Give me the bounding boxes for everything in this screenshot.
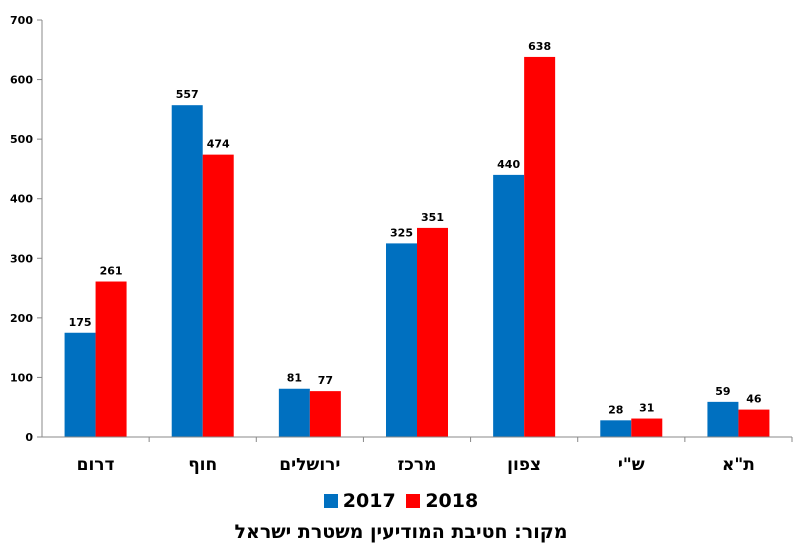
y-tick-label: 600: [10, 74, 33, 87]
y-tick-label: 400: [10, 193, 33, 206]
legend-item-2017: 2017: [323, 490, 396, 512]
y-tick-label: 200: [10, 312, 33, 325]
x-tick-label: מרכז: [398, 455, 437, 475]
x-axis: דרום חוף ירושלים מרכז צפון ש"י ת"א: [77, 437, 793, 475]
y-axis: 0 100 200 300 400 500 600 700: [10, 14, 42, 444]
bar-2017-1: [171, 105, 203, 438]
data-label-2017: 81: [287, 372, 302, 385]
y-tick-label: 100: [10, 371, 33, 384]
bar-chart: 0 100 200 300 400 500 600 700 175 261 557 474 81 77 3…: [10, 14, 793, 475]
x-tick-label: דרום: [77, 455, 115, 475]
x-tick-label: ירושלים: [279, 455, 340, 475]
data-label-2017: 557: [176, 88, 199, 101]
bar-2018-5: [631, 418, 663, 437]
bar-2017-0: [64, 332, 96, 437]
legend: 2017 2018: [0, 490, 802, 513]
data-label-2018: 77: [318, 374, 333, 387]
data-label-2017: 440: [497, 158, 520, 171]
data-label-2017: 325: [390, 226, 413, 239]
bar-2017-5: [600, 420, 632, 437]
data-label-2018: 31: [639, 402, 654, 415]
data-labels: 175 261 557 474 81 77 325 351 440 638 28 31 59 46: [69, 40, 762, 416]
legend-swatch-2017: [323, 494, 338, 508]
legend-swatch-2018: [406, 494, 421, 508]
bar-2018-3: [417, 227, 448, 437]
legend-label-2018: 2018: [425, 490, 479, 512]
bar-2018-6: [738, 409, 770, 437]
data-label-2017: 59: [715, 385, 730, 398]
y-tick-label: 700: [10, 14, 33, 27]
bar-2018-1: [202, 154, 234, 438]
bar-2017-4: [493, 174, 525, 437]
bar-2018-0: [95, 281, 127, 437]
legend-label-2017: 2017: [342, 490, 396, 512]
bar-2018-4: [524, 56, 556, 437]
x-tick-label: ש"י: [618, 455, 645, 475]
y-tick-label: 300: [10, 252, 33, 265]
chart-source-note: מקור: חטיבת המודיעין משטרת ישראל: [234, 521, 568, 543]
bar-2018-2: [309, 391, 341, 437]
data-label-2018: 351: [421, 211, 444, 224]
y-tick-label: 500: [10, 133, 33, 146]
data-label-2017: 175: [69, 316, 92, 329]
bars: [64, 56, 770, 438]
legend-item-2018: 2018: [406, 490, 478, 512]
data-label-2017: 28: [608, 403, 623, 416]
data-label-2018: 638: [528, 40, 551, 53]
data-label-2018: 46: [746, 393, 762, 406]
data-label-2018: 474: [207, 138, 230, 151]
y-tick-label: 0: [25, 431, 33, 444]
bar-2017-2: [278, 388, 310, 437]
data-label-2018: 261: [100, 265, 123, 278]
bar-2017-3: [386, 243, 417, 437]
x-tick-label: חוף: [188, 455, 217, 475]
bar-2017-6: [707, 401, 739, 437]
x-tick-label: ת"א: [722, 455, 755, 475]
x-tick-label: צפון: [507, 455, 541, 475]
